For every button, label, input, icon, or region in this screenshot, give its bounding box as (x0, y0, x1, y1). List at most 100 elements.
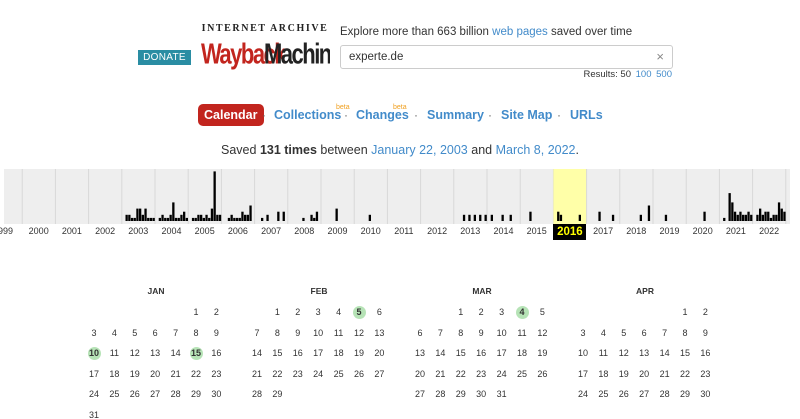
month-capture-bar[interactable] (149, 217, 153, 221)
month-capture-bar[interactable] (213, 171, 216, 221)
month-capture-bar[interactable] (191, 217, 195, 221)
month-capture-bar[interactable] (169, 214, 172, 221)
month-capture-bar[interactable] (185, 217, 188, 221)
month-capture-bar[interactable] (136, 208, 139, 221)
first-capture-link[interactable]: January 22, 2003 (371, 143, 468, 157)
month-capture-bar[interactable] (747, 211, 750, 221)
year-label[interactable]: 2014 (493, 226, 514, 236)
month-capture-bar[interactable] (130, 217, 134, 221)
month-capture-bar[interactable] (177, 217, 180, 221)
year-label[interactable]: 2018 (626, 226, 647, 236)
month-capture-bar[interactable] (780, 208, 783, 221)
month-capture-bar[interactable] (529, 211, 532, 221)
month-capture-bar[interactable] (218, 214, 222, 221)
month-capture-bar[interactable] (141, 214, 144, 221)
year-label[interactable]: 2020 (692, 226, 713, 236)
day-with-capture[interactable]: 4 (515, 305, 529, 319)
year-label[interactable]: 2015 (526, 226, 547, 236)
month-capture-bar[interactable] (759, 208, 762, 221)
month-capture-bar[interactable] (468, 214, 471, 221)
month-capture-bar[interactable] (128, 214, 131, 221)
month-capture-bar[interactable] (739, 211, 742, 221)
year-label[interactable]: 2012 (427, 226, 448, 236)
month-capture-bar[interactable] (238, 217, 241, 221)
year-label[interactable]: 2005 (194, 226, 215, 236)
month-capture-bar[interactable] (266, 214, 269, 221)
month-capture-bar[interactable] (490, 214, 493, 221)
tab-summary[interactable]: Summary (427, 108, 484, 122)
web-pages-link[interactable]: web pages (492, 26, 548, 38)
month-capture-bar[interactable] (200, 214, 203, 221)
month-capture-bar[interactable] (208, 217, 211, 221)
month-capture-bar[interactable] (731, 202, 734, 221)
month-capture-bar[interactable] (777, 202, 781, 221)
results-100-link[interactable]: 100 (635, 69, 652, 80)
month-capture-bar[interactable] (733, 211, 737, 221)
month-capture-bar[interactable] (125, 214, 128, 221)
year-label[interactable]: 2000 (28, 226, 49, 236)
month-capture-bar[interactable] (703, 211, 706, 221)
month-capture-bar[interactable] (210, 208, 214, 221)
month-capture-bar[interactable] (302, 217, 305, 221)
month-capture-bar[interactable] (147, 217, 150, 221)
month-capture-bar[interactable] (557, 211, 560, 221)
tab-changes[interactable]: Changes beta (356, 104, 409, 122)
capture-timeline[interactable] (4, 169, 790, 224)
month-capture-bar[interactable] (194, 217, 197, 221)
month-capture-bar[interactable] (462, 214, 466, 221)
month-capture-bar[interactable] (174, 217, 178, 221)
year-label[interactable]: 2019 (659, 226, 680, 236)
url-search-input[interactable] (341, 46, 641, 68)
year-label[interactable]: 2003 (128, 226, 149, 236)
year-label[interactable]: 2022 (759, 226, 780, 236)
month-capture-bar[interactable] (216, 214, 219, 221)
month-capture-bar[interactable] (230, 214, 233, 221)
day-with-capture[interactable]: 15 (189, 346, 203, 360)
month-capture-bar[interactable] (205, 214, 208, 221)
month-capture-bar[interactable] (261, 217, 264, 221)
month-capture-bar[interactable] (152, 217, 155, 221)
month-capture-bar[interactable] (769, 217, 773, 221)
month-capture-bar[interactable] (164, 217, 167, 221)
month-capture-bar[interactable] (180, 214, 183, 221)
month-capture-bar[interactable] (598, 211, 601, 221)
month-capture-bar[interactable] (235, 217, 239, 221)
month-capture-bar[interactable] (723, 217, 726, 221)
month-capture-bar[interactable] (246, 214, 249, 221)
month-capture-bar[interactable] (728, 193, 731, 221)
year-label[interactable]: 2007 (261, 226, 282, 236)
month-capture-bar[interactable] (197, 214, 200, 221)
year-label[interactable]: 2001 (61, 226, 82, 236)
month-capture-bar[interactable] (761, 214, 764, 221)
year-label[interactable]: 2010 (360, 226, 381, 236)
year-label[interactable]: 999 (0, 226, 14, 236)
month-capture-bar[interactable] (166, 217, 170, 221)
year-label[interactable]: 2013 (460, 226, 481, 236)
month-capture-bar[interactable] (664, 214, 668, 221)
month-capture-bar[interactable] (750, 214, 753, 221)
month-capture-bar[interactable] (501, 214, 504, 221)
month-capture-bar[interactable] (161, 214, 164, 221)
month-capture-bar[interactable] (764, 211, 767, 221)
month-capture-bar[interactable] (756, 214, 759, 221)
year-label[interactable]: 2008 (294, 226, 315, 236)
month-capture-bar[interactable] (183, 211, 186, 221)
year-label[interactable]: 2011 (394, 226, 414, 236)
month-capture-bar[interactable] (744, 214, 747, 221)
month-capture-bar[interactable] (639, 214, 642, 221)
day-with-capture[interactable]: 10 (87, 346, 101, 360)
month-capture-bar[interactable] (139, 208, 142, 221)
tab-calendar[interactable]: Calendar (198, 104, 264, 126)
month-capture-bar[interactable] (611, 214, 615, 221)
month-capture-bar[interactable] (335, 208, 338, 221)
month-capture-bar[interactable] (202, 217, 205, 221)
month-capture-bar[interactable] (368, 214, 371, 221)
year-label[interactable]: 2004 (161, 226, 182, 236)
month-capture-bar[interactable] (244, 214, 247, 221)
month-capture-bar[interactable] (647, 205, 651, 222)
month-capture-bar[interactable] (158, 217, 161, 221)
month-capture-bar[interactable] (775, 214, 778, 221)
month-capture-bar[interactable] (310, 214, 313, 221)
month-capture-bar[interactable] (315, 211, 319, 221)
month-capture-bar[interactable] (133, 217, 136, 221)
